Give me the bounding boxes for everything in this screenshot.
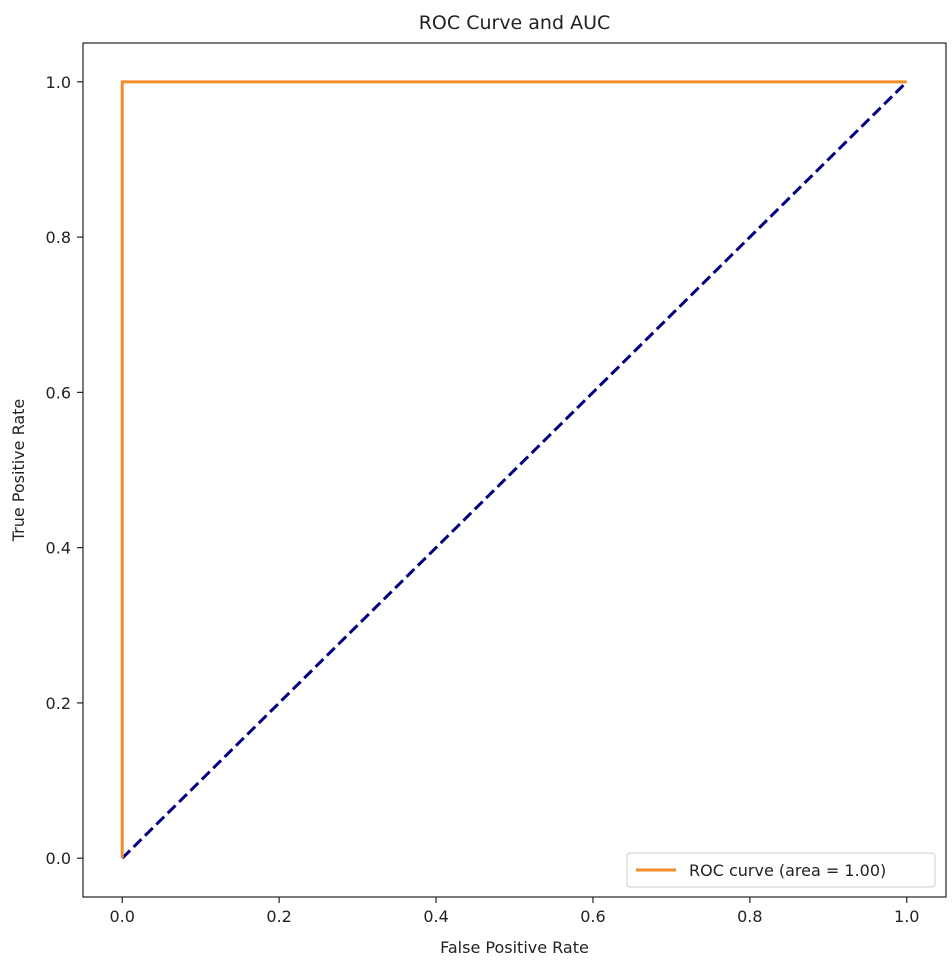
chart-title: ROC Curve and AUC <box>419 12 611 34</box>
x-tick-label: 1.0 <box>894 907 919 926</box>
legend-box <box>626 852 936 888</box>
y-axis-ticks: 0.0 0.2 0.4 0.6 0.8 1.0 <box>46 73 83 868</box>
x-tick-label: 0.6 <box>580 907 605 926</box>
plot-area-frame <box>82 42 947 898</box>
x-tick-label: 0.2 <box>266 907 291 926</box>
chance-diagonal-line <box>121 80 908 860</box>
y-tick-label: 1.0 <box>46 73 71 92</box>
y-axis-label: True Positive Rate <box>9 399 28 543</box>
y-tick-label: 0.8 <box>46 228 71 247</box>
x-axis-label: False Positive Rate <box>440 938 589 957</box>
legend: ROC curve (area = 1.00) <box>626 852 936 888</box>
y-tick-label: 0.0 <box>46 849 71 868</box>
y-tick-label: 0.6 <box>46 383 71 402</box>
legend-label-roc: ROC curve (area = 1.00) <box>689 861 886 880</box>
y-tick-label: 0.4 <box>46 539 71 558</box>
x-tick-label: 0.0 <box>110 907 135 926</box>
roc-curve-line <box>120 80 907 859</box>
y-tick-label: 0.2 <box>46 694 71 713</box>
series-layer <box>120 80 908 860</box>
x-axis-ticks: 0.0 0.2 0.4 0.6 0.8 1.0 <box>110 897 919 926</box>
x-tick-label: 0.4 <box>423 907 448 926</box>
x-tick-label: 0.8 <box>737 907 762 926</box>
